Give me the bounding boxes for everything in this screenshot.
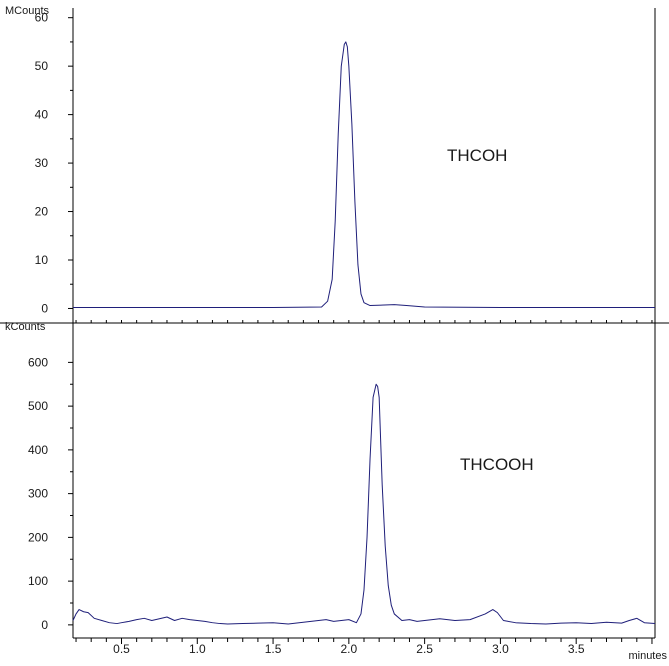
x-axis-label: minutes — [628, 650, 667, 661]
y-unit-label-1: kCounts — [5, 321, 46, 333]
x-tick-label-1: 1.0 — [189, 642, 206, 656]
y-tick-label-1-4: 400 — [28, 443, 48, 457]
x-tick-label-3: 2.0 — [341, 642, 358, 656]
y-tick-label-1-1: 100 — [28, 574, 48, 588]
x-tick-label-5: 3.0 — [492, 642, 509, 656]
y-tick-label-1-3: 300 — [28, 487, 48, 501]
y-unit-label-0: MCounts — [5, 5, 50, 17]
series-line-0-0 — [73, 41, 655, 308]
y-tick-label-0-1: 10 — [35, 253, 49, 267]
y-tick-label-1-6: 600 — [28, 355, 48, 369]
x-tick-label-4: 2.5 — [416, 642, 433, 656]
y-tick-label-0-5: 50 — [35, 59, 49, 73]
x-tick-label-2: 1.5 — [265, 642, 282, 656]
y-tick-label-0-0: 0 — [41, 301, 48, 315]
series-line-1-0 — [72, 383, 656, 625]
y-tick-label-0-3: 30 — [35, 156, 49, 170]
x-tick-label-6: 3.5 — [568, 642, 585, 656]
y-tick-label-0-2: 20 — [35, 205, 49, 219]
y-tick-label-1-2: 200 — [28, 530, 48, 544]
peak-annotation-1: THCOOH — [460, 455, 534, 474]
x-tick-label-0: 0.5 — [113, 642, 130, 656]
y-tick-label-0-4: 40 — [35, 108, 49, 122]
peak-annotation-0: THCOH — [447, 146, 507, 165]
y-tick-label-1-5: 500 — [28, 399, 48, 413]
y-tick-label-1-0: 0 — [41, 618, 48, 632]
y-tick-label-0-6: 60 — [35, 11, 49, 25]
